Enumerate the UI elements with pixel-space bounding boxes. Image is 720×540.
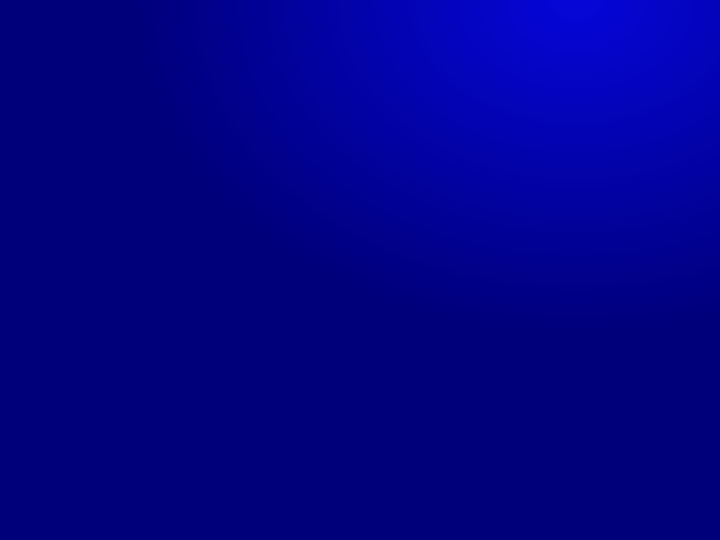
Legend: Males, Females: Males, Females xyxy=(546,145,678,207)
Y-axis label: B(a) - Age Specific Coefficient: B(a) - Age Specific Coefficient xyxy=(27,157,45,437)
X-axis label: Age: Age xyxy=(385,504,421,522)
Title: Estimates of $\beta_a$ – Age Specific
Loading Factor: Estimates of $\beta_a$ – Age Specific Lo… xyxy=(150,40,657,111)
